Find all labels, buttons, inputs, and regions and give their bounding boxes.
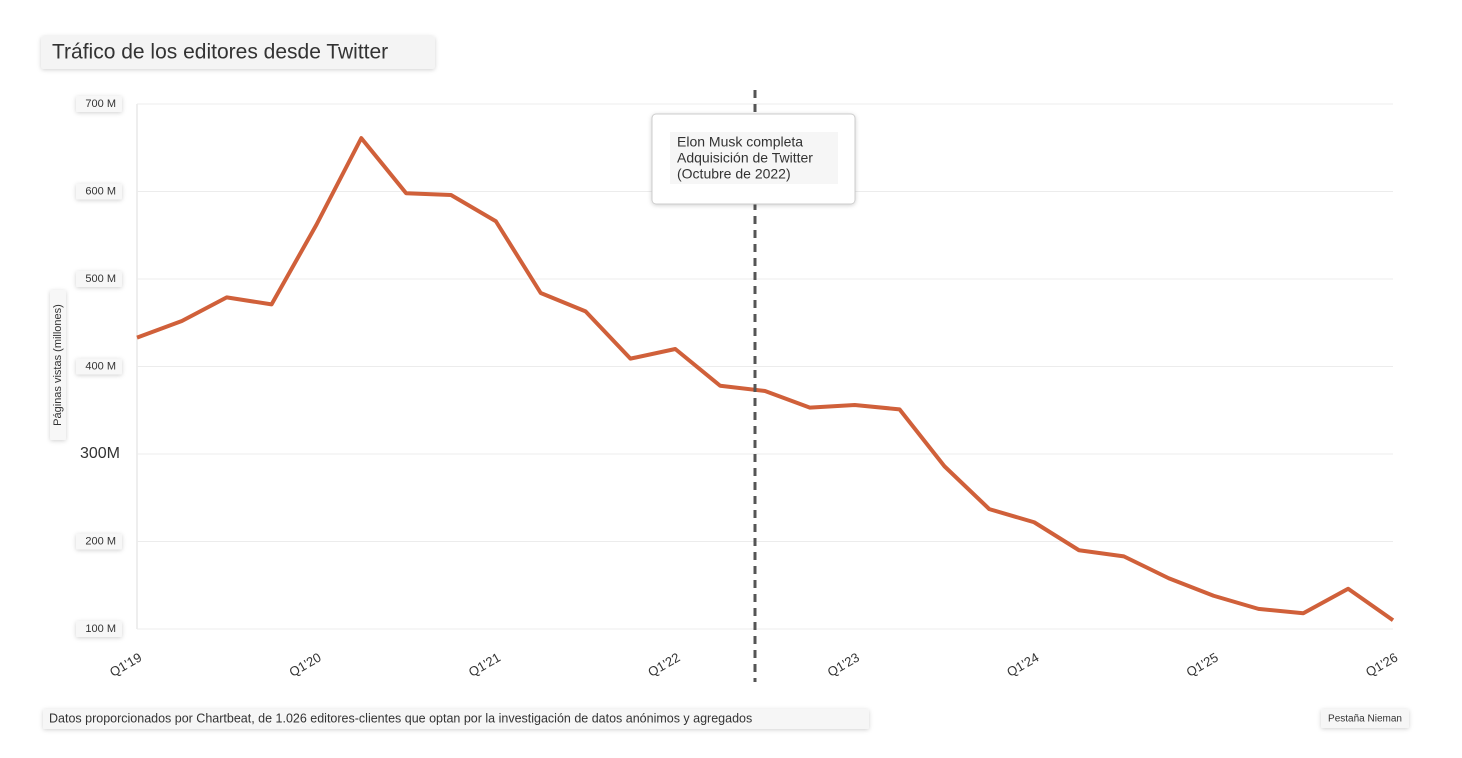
y-tick-label: 500 M [85,273,116,285]
y-tick-label: 100 M [85,623,116,635]
source: Pestaña Nieman [1328,714,1402,725]
y-tick-label: 700 M [85,98,116,110]
y-tick-box [76,358,122,375]
y-tick-box [76,533,122,550]
footnote: Datos proporcionados por Chartbeat, de 1… [49,711,752,725]
y-tick-label: 300M [80,445,120,462]
annotation-inner [670,132,838,184]
y-tick-box [76,183,122,200]
x-tick-label: Q1'22 [645,650,682,680]
annotation-line: Adquisición de Twitter [677,150,813,166]
y-tick-label: 200 M [85,535,116,547]
y-axis-label: Páginas vistas (millones) [52,304,64,426]
chart-title: Tráfico de los editores desde Twitter [52,41,388,64]
y-tick-box [76,96,122,112]
y-tick-box [76,271,122,287]
annotation-line: Elon Musk completa [677,134,803,150]
line-series [136,136,1395,622]
annotation-line: (Octubre de 2022) [677,166,791,182]
y-label-box [50,290,66,440]
x-tick-label: Q1'25 [1184,650,1221,680]
x-tick-label: Q1'19 [107,650,144,680]
x-tick-label: Q1'23 [825,650,862,680]
x-tick-label: Q1'20 [286,650,323,680]
footnote-box [43,709,869,729]
y-tick-label: 400 M [85,360,116,372]
x-tick-label: Q1'24 [1004,650,1041,680]
x-tick-label: Q1'26 [1363,650,1400,680]
title-box [41,36,435,69]
x-tick-label: Q1'21 [466,650,503,680]
y-tick-label: 600 M [85,185,116,197]
source-box [1321,709,1409,728]
y-tick-box [76,621,122,637]
